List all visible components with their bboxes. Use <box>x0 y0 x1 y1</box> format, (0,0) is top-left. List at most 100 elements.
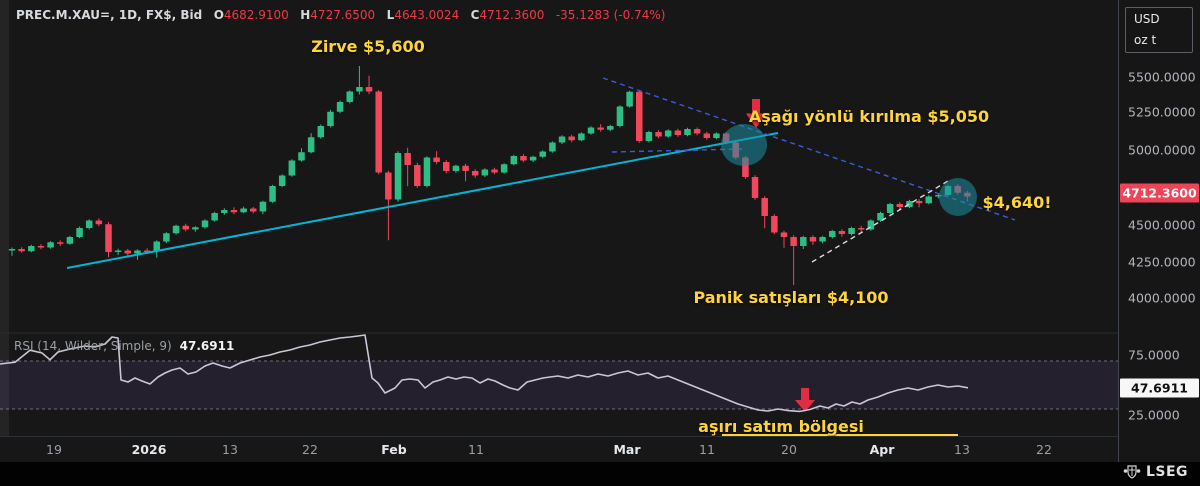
candle-body <box>529 156 537 161</box>
panic-selling-annotation: Panik satışları $4,100 <box>693 288 889 307</box>
candle-body <box>307 137 315 153</box>
uptrend-support-trendline <box>66 132 779 269</box>
candle-body <box>240 208 247 213</box>
candle-body <box>539 151 546 157</box>
candle-body <box>626 91 633 107</box>
low-value: 4643.0024 <box>394 8 460 22</box>
candle-body <box>230 210 238 213</box>
candle-body <box>655 132 662 137</box>
low-label: L <box>386 8 395 22</box>
candle-body <box>587 127 595 134</box>
high-value: 4727.6500 <box>310 8 376 22</box>
breakdown-arrow-icon <box>746 99 766 128</box>
open-value: 4682.9100 <box>223 8 289 22</box>
candle-body <box>8 249 16 251</box>
rsi-value-badge: 47.6911 <box>1120 378 1199 398</box>
candle-body <box>163 233 170 242</box>
candle-body <box>925 196 932 204</box>
current-price-annotation: $4,640! <box>982 193 1052 212</box>
candle-body <box>693 129 701 134</box>
axis-tick-label: 4000.0000 <box>1128 290 1196 306</box>
price-axis[interactable]: USD oz t 5500.0000 5250.0000 5000.0000 4500… <box>1118 0 1200 462</box>
candle-body <box>848 228 855 234</box>
time-axis-label: 22 <box>302 442 318 457</box>
time-axis-label: 11 <box>468 442 484 457</box>
candle-body <box>317 126 325 138</box>
lseg-logo-text: LSEG <box>1145 464 1188 480</box>
time-axis-label: Feb <box>381 442 407 457</box>
candle-body <box>800 237 807 246</box>
change-value: -35.1283 (-0.74%) <box>555 8 666 22</box>
unit-box: USD oz t <box>1125 7 1193 53</box>
candle-body <box>288 160 296 176</box>
rsi-study-name: RSI (14, Wilder, Simple, 9) <box>14 339 172 353</box>
last-price-badge: 4712.3600 <box>1120 183 1199 203</box>
axis-tick-label: 4250.0000 <box>1128 254 1196 270</box>
candle-body <box>336 102 344 112</box>
triangle-lower-trendline <box>611 148 743 153</box>
candle-body <box>66 237 74 244</box>
candle-body <box>278 175 286 186</box>
candle-body <box>37 246 45 248</box>
close-label: C <box>470 8 480 22</box>
instrument-name: PREC.M.XAU=, 1D, FX$, Bid <box>16 8 203 22</box>
candle-body <box>520 156 527 161</box>
instrument-header: PREC.M.XAU=, 1D, FX$, Bid O4682.9100 H47… <box>16 8 665 22</box>
time-axis-label: Apr <box>869 442 895 457</box>
candle-body <box>365 87 373 92</box>
candle-body <box>356 87 363 92</box>
candle-body <box>259 201 267 212</box>
candle-body <box>886 204 894 213</box>
candle-body <box>481 169 489 176</box>
candle-body <box>838 231 846 234</box>
candle-body <box>790 237 797 246</box>
high-label: H <box>300 8 311 22</box>
candle-body <box>153 241 160 252</box>
candle-body <box>780 232 788 237</box>
axis-tick-label: 75.0000 <box>1128 347 1180 363</box>
candle-body <box>607 126 614 130</box>
time-axis[interactable]: 19 2026 13 22 Feb 11 Mar 11 20 Apr 13 22 <box>0 436 1118 463</box>
candle-body <box>819 237 826 242</box>
candle-body <box>105 224 112 252</box>
candle-body <box>674 130 682 135</box>
breakdown-highlight-circle <box>721 124 767 166</box>
time-axis-label: 11 <box>699 442 715 457</box>
axis-tick-label: 5000.0000 <box>1128 142 1196 158</box>
candle-body <box>85 220 93 228</box>
candle-body <box>713 133 720 138</box>
candle-body <box>829 231 836 237</box>
candle-body <box>18 249 25 252</box>
candle-body <box>645 132 653 141</box>
candle-body <box>664 130 672 137</box>
candle-body <box>491 169 498 173</box>
oversold-zone-annotation: aşırı satım bölgesi <box>698 417 864 436</box>
chart-canvas[interactable] <box>0 0 1118 462</box>
candle-body <box>597 127 604 130</box>
candle-body <box>124 250 132 254</box>
candle-body <box>250 208 257 212</box>
candle-body <box>462 165 469 171</box>
candle-body <box>684 129 691 135</box>
candle-body <box>47 242 54 248</box>
axis-tick-label: 5500.0000 <box>1128 69 1196 85</box>
time-axis-label: 19 <box>46 442 62 457</box>
candle-body <box>636 91 643 141</box>
candle-body <box>192 227 199 230</box>
bottom-bar: LSEG <box>0 462 1200 486</box>
candle-body <box>76 228 83 237</box>
candle-body <box>915 201 923 204</box>
candle-body <box>95 220 103 225</box>
candle-body <box>414 165 421 186</box>
lseg-branding: LSEG <box>1123 464 1188 480</box>
candle-body <box>172 225 180 234</box>
candle-body <box>452 165 460 171</box>
time-axis-label: 13 <box>222 442 238 457</box>
close-value: 4712.3600 <box>479 8 545 22</box>
lseg-crest-icon <box>1123 465 1141 479</box>
candle-body <box>404 153 411 165</box>
time-axis-label: Mar <box>613 442 641 457</box>
candle-body <box>57 242 64 244</box>
time-axis-label: 22 <box>1036 442 1052 457</box>
open-label: O <box>213 8 224 22</box>
